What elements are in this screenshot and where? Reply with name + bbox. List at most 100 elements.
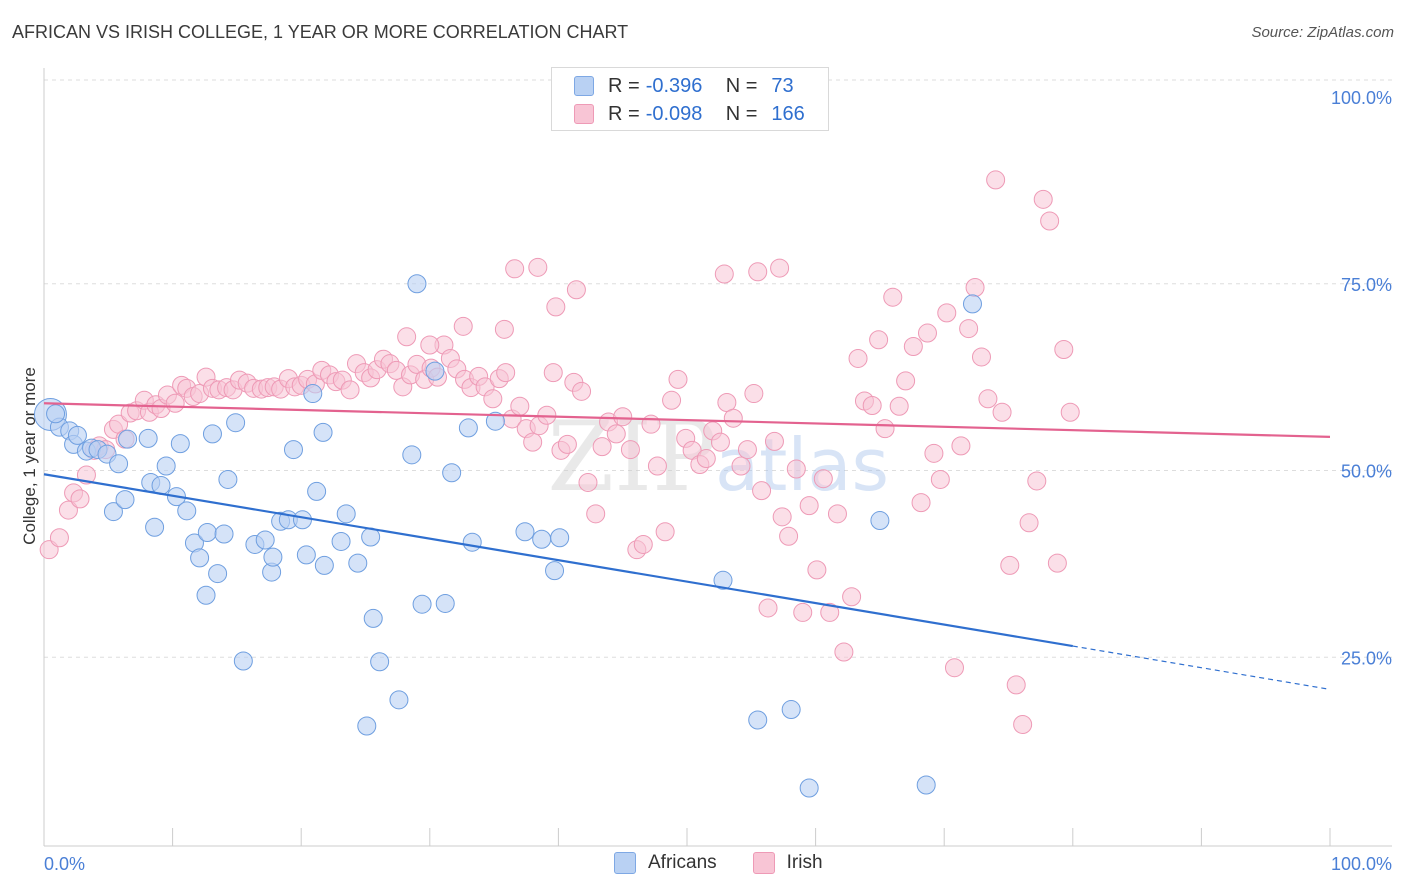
data-point-irish xyxy=(340,380,360,400)
chart-title: AFRICAN VS IRISH COLLEGE, 1 YEAR OR MORE… xyxy=(12,22,629,42)
data-point-irish xyxy=(1006,675,1026,695)
data-point-irish xyxy=(772,507,792,527)
trend-lines xyxy=(43,402,1331,690)
data-point-irish xyxy=(1060,402,1080,422)
legend-item-africans[interactable]: Africans xyxy=(614,852,717,874)
data-point-africans xyxy=(226,413,246,433)
series-africans xyxy=(33,274,982,798)
data-point-africans xyxy=(331,531,351,551)
data-point-africans xyxy=(196,585,216,605)
data-point-irish xyxy=(70,489,90,509)
data-point-africans xyxy=(233,651,253,671)
data-point-irish xyxy=(807,560,827,580)
data-point-africans xyxy=(389,690,409,710)
y-tick-label: 100.0% xyxy=(1331,88,1392,108)
data-point-africans xyxy=(462,532,482,552)
data-point-africans xyxy=(208,564,228,584)
legend-n-value: 166 xyxy=(771,102,805,125)
data-point-irish xyxy=(510,396,530,416)
data-point-africans xyxy=(170,434,190,454)
data-point-africans xyxy=(515,522,535,542)
data-point-irish xyxy=(578,472,598,492)
data-point-irish xyxy=(606,424,626,444)
data-point-irish xyxy=(744,384,764,404)
data-point-irish xyxy=(647,456,667,476)
data-point-irish xyxy=(869,330,889,350)
legend-swatch-africans xyxy=(574,76,594,96)
data-point-irish xyxy=(862,396,882,416)
legend-label-irish: Irish xyxy=(786,852,823,873)
legend-swatch-irish xyxy=(752,852,775,874)
legend-r-value: -0.396 xyxy=(645,74,703,97)
data-point-irish xyxy=(992,402,1012,422)
data-point-irish xyxy=(848,348,868,368)
data-point-irish xyxy=(592,437,612,457)
series-irish xyxy=(39,170,1080,734)
data-point-africans xyxy=(292,510,312,530)
data-point-africans xyxy=(145,517,165,537)
data-point-irish xyxy=(1054,339,1074,359)
data-point-irish xyxy=(723,408,743,428)
data-point-africans xyxy=(307,481,327,501)
data-point-irish xyxy=(1027,471,1047,491)
data-point-irish xyxy=(986,170,1006,190)
trend-line-africans-extrapolated xyxy=(1072,645,1331,690)
data-point-africans xyxy=(314,555,334,575)
data-point-irish xyxy=(875,419,895,439)
legend-r-label: R = xyxy=(608,102,640,125)
data-point-africans xyxy=(485,411,505,431)
stats-legend: R = -0.396 N = 73 R = -0.098 N = 166 xyxy=(551,67,829,131)
x-tick-label: 100.0% xyxy=(1331,854,1392,874)
data-point-irish xyxy=(58,500,78,520)
data-point-irish xyxy=(786,459,806,479)
data-point-africans xyxy=(550,528,570,548)
data-point-africans xyxy=(202,424,222,444)
data-point-africans xyxy=(118,429,138,449)
data-point-africans xyxy=(197,523,217,543)
legend-swatch-africans xyxy=(614,852,636,874)
data-point-africans xyxy=(336,504,356,524)
data-point-irish xyxy=(494,319,514,339)
legend-item-irish[interactable]: Irish xyxy=(752,852,823,874)
data-point-irish xyxy=(737,440,757,460)
data-point-irish xyxy=(793,602,813,622)
data-point-irish xyxy=(528,257,548,277)
data-point-irish xyxy=(483,389,503,409)
data-point-africans xyxy=(255,530,275,550)
data-point-irish xyxy=(951,436,971,456)
data-point-africans xyxy=(370,652,390,672)
data-point-irish xyxy=(453,316,473,336)
data-point-africans xyxy=(407,274,427,294)
data-point-irish xyxy=(505,259,525,279)
data-point-irish xyxy=(165,393,185,413)
data-point-irish xyxy=(971,347,991,367)
data-point-irish xyxy=(752,481,772,501)
y-tick-label: 50.0% xyxy=(1341,462,1392,482)
data-point-irish xyxy=(889,396,909,416)
data-point-irish xyxy=(731,456,751,476)
data-point-irish xyxy=(420,335,440,355)
data-point-irish xyxy=(668,369,688,389)
data-point-africans xyxy=(425,361,445,381)
data-point-irish xyxy=(496,363,516,383)
y-tick-label: 75.0% xyxy=(1341,275,1392,295)
data-point-africans xyxy=(214,524,234,544)
data-point-irish xyxy=(557,434,577,454)
data-point-irish xyxy=(714,264,734,284)
data-point-africans xyxy=(402,445,422,465)
data-point-africans xyxy=(348,553,368,573)
data-point-irish xyxy=(523,432,543,452)
data-point-africans xyxy=(103,502,123,522)
data-point-irish xyxy=(959,319,979,339)
data-point-irish xyxy=(820,602,840,622)
trend-line-irish xyxy=(43,402,1331,438)
data-point-africans xyxy=(190,548,210,568)
legend-label-africans: Africans xyxy=(648,852,717,873)
data-point-irish xyxy=(944,658,964,678)
data-point-africans xyxy=(109,454,129,474)
data-point-irish xyxy=(827,504,847,524)
data-point-africans xyxy=(46,404,66,424)
data-point-africans xyxy=(799,778,819,798)
data-point-africans xyxy=(713,570,733,590)
